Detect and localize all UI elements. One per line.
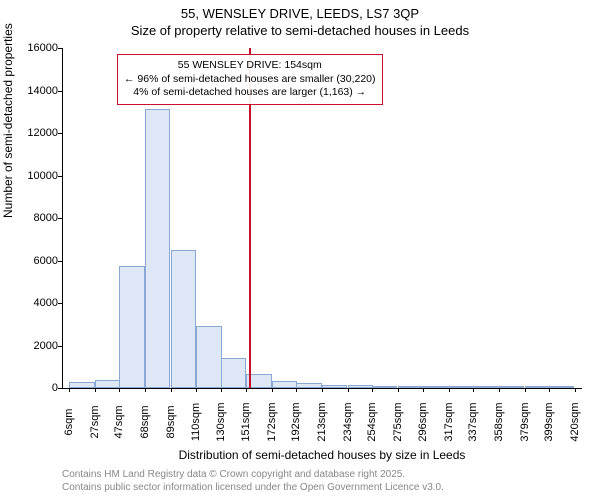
annotation-line-1: 55 WENSLEY DRIVE: 154sqm bbox=[124, 59, 376, 73]
histogram-bar bbox=[145, 109, 170, 388]
x-tick bbox=[473, 388, 474, 392]
x-tick bbox=[196, 388, 197, 392]
x-tick bbox=[171, 388, 172, 392]
title-line-1: 55, WENSLEY DRIVE, LEEDS, LS7 3QP bbox=[0, 6, 600, 21]
histogram-bar bbox=[348, 385, 373, 388]
x-tick-label: 213sqm bbox=[316, 402, 328, 441]
x-tick bbox=[221, 388, 222, 392]
x-tick-label: 47sqm bbox=[113, 405, 125, 438]
annotation-line-2: ← 96% of semi-detached houses are smalle… bbox=[124, 73, 376, 87]
annotation-box: 55 WENSLEY DRIVE: 154sqm ← 96% of semi-d… bbox=[117, 54, 383, 105]
annotation-line-3: 4% of semi-detached houses are larger (1… bbox=[124, 86, 376, 100]
x-tick bbox=[372, 388, 373, 392]
y-tick-label: 10000 bbox=[8, 170, 58, 182]
x-tick bbox=[449, 388, 450, 392]
histogram-bar bbox=[423, 386, 448, 388]
x-tick bbox=[549, 388, 550, 392]
x-tick bbox=[296, 388, 297, 392]
x-tick bbox=[575, 388, 576, 392]
x-tick-label: 420sqm bbox=[569, 402, 581, 441]
x-tick bbox=[348, 388, 349, 392]
x-tick-label: 130sqm bbox=[215, 402, 227, 441]
y-tick-label: 4000 bbox=[8, 297, 58, 309]
x-axis-label: Distribution of semi-detached houses by … bbox=[62, 448, 582, 462]
histogram-bar bbox=[119, 266, 144, 388]
histogram-bar bbox=[171, 250, 196, 388]
x-tick-label: 234sqm bbox=[342, 402, 354, 441]
x-tick-label: 296sqm bbox=[417, 402, 429, 441]
x-tick-label: 89sqm bbox=[165, 405, 177, 438]
y-tick bbox=[58, 388, 62, 389]
x-tick-label: 68sqm bbox=[139, 405, 151, 438]
x-tick bbox=[119, 388, 120, 392]
x-tick-label: 6sqm bbox=[63, 409, 75, 436]
x-tick-label: 110sqm bbox=[190, 403, 202, 441]
histogram-bar bbox=[322, 385, 347, 388]
histogram-bar bbox=[549, 386, 574, 388]
y-tick-label: 2000 bbox=[8, 340, 58, 352]
chart-container: 55, WENSLEY DRIVE, LEEDS, LS7 3QP Size o… bbox=[0, 0, 600, 500]
attribution-line-1: Contains HM Land Registry data © Crown c… bbox=[62, 469, 444, 482]
x-tick bbox=[423, 388, 424, 392]
x-tick-label: 275sqm bbox=[392, 402, 404, 441]
x-tick-label: 399sqm bbox=[543, 402, 555, 441]
histogram-bar bbox=[196, 326, 221, 388]
y-tick-label: 0 bbox=[8, 382, 58, 394]
y-tick-label: 8000 bbox=[8, 212, 58, 224]
histogram-bar bbox=[296, 383, 321, 388]
chart-title: 55, WENSLEY DRIVE, LEEDS, LS7 3QP Size o… bbox=[0, 6, 600, 38]
x-tick-label: 151sqm bbox=[240, 402, 252, 441]
x-tick bbox=[272, 388, 273, 392]
x-tick-label: 317sqm bbox=[443, 402, 455, 441]
histogram-bar bbox=[398, 386, 423, 388]
x-tick-label: 192sqm bbox=[290, 402, 302, 441]
histogram-bar bbox=[69, 382, 94, 388]
x-tick bbox=[322, 388, 323, 392]
x-tick bbox=[145, 388, 146, 392]
x-tick bbox=[69, 388, 70, 392]
histogram-bar bbox=[449, 386, 474, 388]
y-tick-label: 14000 bbox=[8, 85, 58, 97]
x-tick bbox=[246, 388, 247, 392]
y-tick-label: 16000 bbox=[8, 42, 58, 54]
x-tick-label: 358sqm bbox=[493, 402, 505, 441]
x-tick-label: 379sqm bbox=[519, 402, 531, 441]
x-tick bbox=[499, 388, 500, 392]
title-line-2: Size of property relative to semi-detach… bbox=[0, 23, 600, 38]
y-tick-label: 6000 bbox=[8, 255, 58, 267]
x-tick bbox=[398, 388, 399, 392]
histogram-bar bbox=[473, 386, 498, 388]
histogram-bar bbox=[272, 381, 297, 388]
attribution-line-2: Contains public sector information licen… bbox=[62, 482, 444, 495]
x-tick bbox=[95, 388, 96, 392]
x-tick-label: 172sqm bbox=[266, 402, 278, 441]
histogram-bar bbox=[525, 386, 550, 388]
x-tick-label: 254sqm bbox=[366, 402, 378, 441]
x-tick-label: 27sqm bbox=[89, 405, 101, 438]
histogram-bar bbox=[95, 380, 120, 389]
histogram-bar bbox=[372, 386, 397, 388]
x-tick-label: 337sqm bbox=[467, 402, 479, 441]
x-tick bbox=[525, 388, 526, 392]
y-tick-label: 12000 bbox=[8, 127, 58, 139]
histogram-bar bbox=[499, 386, 524, 388]
histogram-bar bbox=[221, 358, 246, 388]
attribution: Contains HM Land Registry data © Crown c… bbox=[62, 469, 444, 494]
